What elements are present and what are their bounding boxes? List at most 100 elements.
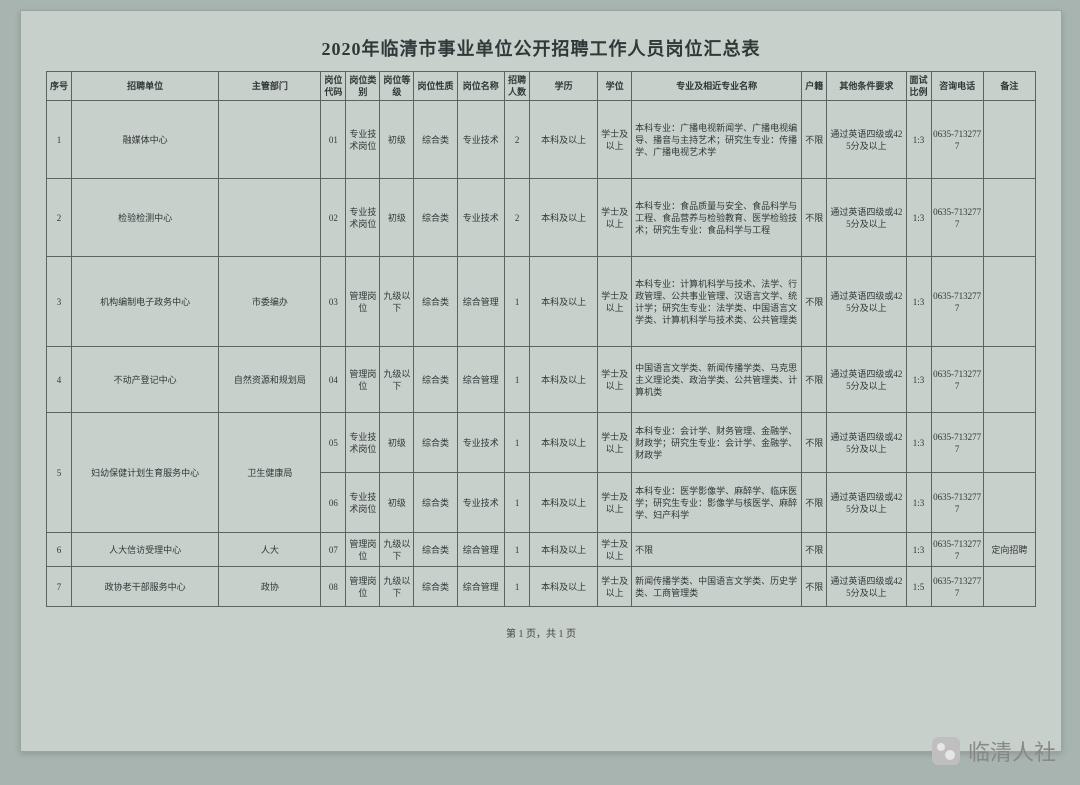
cell-num: 1 [505,257,530,347]
cell-cat: 专业技术岗位 [346,101,380,179]
cell-nature: 综合类 [414,533,457,567]
cell-code: 05 [321,413,346,473]
cell-degree: 学士及以上 [598,473,632,533]
cell-hukou: 不限 [802,347,827,413]
cell-code: 03 [321,257,346,347]
cell-ratio: 1:3 [906,179,931,257]
cell-cat: 管理岗位 [346,567,380,607]
cell-unit: 不动产登记中心 [71,347,218,413]
cell-nature: 综合类 [414,473,457,533]
cell-edu: 本科及以上 [530,347,598,413]
cell-hukou: 不限 [802,533,827,567]
cell-grade: 九级以下 [380,347,414,413]
cell-code: 01 [321,101,346,179]
cell-other: 通过英语四级或425分及以上 [827,257,906,347]
cell-nature: 综合类 [414,179,457,257]
cell-code: 06 [321,473,346,533]
cell-remark [983,413,1035,473]
col-phone: 咨询电话 [931,72,983,101]
cell-hukou: 不限 [802,413,827,473]
col-ratio: 面试比例 [906,72,931,101]
cell-cat: 专业技术岗位 [346,413,380,473]
cell-grade: 初级 [380,473,414,533]
table-row: 5妇幼保健计划生育服务中心卫生健康局05专业技术岗位初级综合类专业技术1本科及以… [47,413,1036,473]
col-unit: 招聘单位 [71,72,218,101]
cell-other: 通过英语四级或425分及以上 [827,473,906,533]
cell-num: 2 [505,179,530,257]
cell-num: 1 [505,533,530,567]
cell-unit: 人大信访受理中心 [71,533,218,567]
cell-cat: 管理岗位 [346,347,380,413]
cell-grade: 初级 [380,413,414,473]
cell-grade: 九级以下 [380,533,414,567]
cell-dept [219,101,321,179]
cell-grade: 九级以下 [380,567,414,607]
table-header-row: 序号招聘单位主管部门岗位代码岗位类别岗位等级岗位性质岗位名称招聘人数学历学位专业… [47,72,1036,101]
cell-ratio: 1:3 [906,473,931,533]
cell-ratio: 1:3 [906,101,931,179]
cell-edu: 本科及以上 [530,413,598,473]
cell-grade: 初级 [380,101,414,179]
col-edu: 学历 [530,72,598,101]
cell-remark [983,179,1035,257]
cell-num: 2 [505,101,530,179]
cell-phone: 0635-7132777 [931,567,983,607]
cell-dept [219,179,321,257]
cell-idx: 1 [47,101,72,179]
cell-other: 通过英语四级或425分及以上 [827,347,906,413]
cell-phone: 0635-7132777 [931,413,983,473]
cell-num: 1 [505,473,530,533]
cell-other [827,533,906,567]
cell-degree: 学士及以上 [598,101,632,179]
cell-edu: 本科及以上 [530,567,598,607]
cell-num: 1 [505,347,530,413]
page-title: 2020年临清市事业单位公开招聘工作人员岗位汇总表 [21,11,1061,71]
watermark-text: 临清人社 [968,735,1056,767]
cell-phone: 0635-7132777 [931,179,983,257]
cell-remark [983,567,1035,607]
cell-pname: 专业技术 [457,413,505,473]
cell-remark [983,257,1035,347]
cell-nature: 综合类 [414,101,457,179]
cell-ratio: 1:5 [906,567,931,607]
cell-num: 1 [505,567,530,607]
cell-idx: 7 [47,567,72,607]
cell-phone: 0635-7132777 [931,347,983,413]
cell-degree: 学士及以上 [598,533,632,567]
table-row: 6人大信访受理中心人大07管理岗位九级以下综合类综合管理1本科及以上学士及以上不… [47,533,1036,567]
cell-edu: 本科及以上 [530,473,598,533]
cell-major: 本科专业：广播电视新闻学、广播电视编导、播音与主持艺术；研究生专业：传播学、广播… [632,101,802,179]
cell-major: 本科专业：会计学、财务管理、金融学、财政学；研究生专业：会计学、金融学、财政学 [632,413,802,473]
col-remark: 备注 [983,72,1035,101]
cell-dept: 人大 [219,533,321,567]
cell-degree: 学士及以上 [598,567,632,607]
cell-phone: 0635-7132777 [931,473,983,533]
cell-nature: 综合类 [414,567,457,607]
cell-unit: 妇幼保健计划生育服务中心 [71,413,218,533]
cell-major: 本科专业：医学影像学、麻醉学、临床医学；研究生专业：影像学与核医学、麻醉学、妇产… [632,473,802,533]
cell-edu: 本科及以上 [530,257,598,347]
cell-grade: 初级 [380,179,414,257]
col-num: 招聘人数 [505,72,530,101]
col-other: 其他条件要求 [827,72,906,101]
col-hukou: 户籍 [802,72,827,101]
col-cat: 岗位类别 [346,72,380,101]
col-idx: 序号 [47,72,72,101]
cell-cat: 专业技术岗位 [346,179,380,257]
cell-major: 不限 [632,533,802,567]
cell-dept: 卫生健康局 [219,413,321,533]
cell-degree: 学士及以上 [598,179,632,257]
table-row: 3机构编制电子政务中心市委编办03管理岗位九级以下综合类综合管理1本科及以上学士… [47,257,1036,347]
wechat-icon [932,737,960,765]
cell-hukou: 不限 [802,567,827,607]
cell-edu: 本科及以上 [530,533,598,567]
cell-nature: 综合类 [414,413,457,473]
cell-pname: 专业技术 [457,473,505,533]
cell-phone: 0635-7132777 [931,533,983,567]
cell-pname: 专业技术 [457,101,505,179]
cell-phone: 0635-7132777 [931,257,983,347]
cell-major: 中国语言文学类、新闻传播学类、马克思主义理论类、政治学类、公共管理类、计算机类 [632,347,802,413]
cell-unit: 政协老干部服务中心 [71,567,218,607]
cell-remark [983,101,1035,179]
cell-idx: 4 [47,347,72,413]
